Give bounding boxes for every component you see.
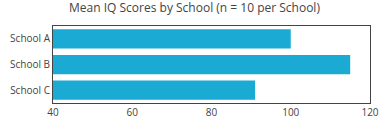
- svg-text:60: 60: [127, 105, 139, 119]
- svg-text:100: 100: [282, 105, 299, 119]
- svg-text:Mean IQ Scores by School (n =: Mean IQ Scores by School (n = 10 per Sch…: [69, 0, 320, 16]
- svg-text:120: 120: [361, 105, 378, 119]
- svg-text:School B: School B: [10, 57, 50, 71]
- svg-text:School C: School C: [10, 83, 50, 97]
- svg-text:80: 80: [206, 105, 218, 119]
- svg-text:40: 40: [47, 105, 59, 119]
- svg-text:School A: School A: [10, 31, 51, 45]
